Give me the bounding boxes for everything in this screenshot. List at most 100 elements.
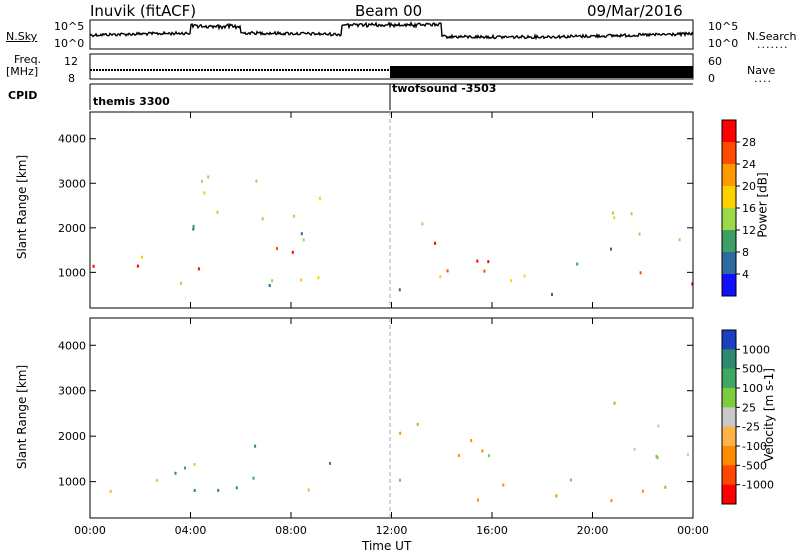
- velocity-frame: [89, 317, 694, 519]
- colorbar-swatch: [722, 388, 736, 408]
- x-tick-label: 08:00: [275, 524, 307, 537]
- colorbar-tick-label: 28: [742, 136, 756, 149]
- colorbar-tick-label: -1000: [742, 479, 774, 492]
- colorbar-swatch: [722, 164, 736, 187]
- colorbar-swatch: [722, 330, 736, 350]
- power-cell: [487, 260, 490, 264]
- power-cell: [92, 264, 95, 268]
- power-frame: [89, 111, 694, 309]
- y-tick-label: 1000: [58, 266, 86, 279]
- power-cell: [483, 269, 486, 273]
- power-cell: [638, 232, 641, 236]
- power-cell: [203, 191, 206, 195]
- velocity-cell: [457, 454, 460, 457]
- x-tick-label: 12:00: [376, 524, 408, 537]
- power-cell: [276, 247, 278, 251]
- velocity-cell: [329, 461, 331, 465]
- colorbar-swatch: [722, 484, 736, 505]
- nave-tick-top: 60: [708, 55, 722, 68]
- power-cell: [192, 224, 195, 228]
- colorbar-swatch: [722, 230, 736, 253]
- colorbar-swatch: [722, 252, 736, 275]
- cpid-label: CPID: [8, 89, 38, 102]
- y-tick-label: 1000: [58, 476, 86, 489]
- velocity-cell: [399, 478, 401, 482]
- velocity-cell: [481, 449, 484, 453]
- colorbar-tick-label: 12: [742, 224, 756, 237]
- colorbar-swatch: [722, 208, 736, 231]
- colorbar-tick-label: 16: [742, 202, 756, 215]
- colorbar-tick-label: 24: [742, 158, 756, 171]
- velocity-cell: [641, 489, 644, 493]
- velocity-cell: [470, 439, 473, 443]
- power-cell: [398, 288, 401, 292]
- power-cell: [197, 267, 200, 271]
- power-cell: [421, 222, 424, 226]
- power-cell: [434, 241, 437, 245]
- power-cell: [302, 238, 305, 242]
- velocity-cell: [555, 494, 558, 498]
- colorbar-swatch: [722, 120, 736, 143]
- freq-label-1: Freq.: [14, 53, 42, 66]
- nave-block: [390, 66, 693, 78]
- velocity-cell: [655, 454, 658, 458]
- colorbar-tick-label: 100: [742, 382, 763, 395]
- y-tick-label: 4000: [58, 339, 86, 352]
- power-cell: [271, 279, 274, 283]
- y-tick-label: 3000: [58, 177, 86, 190]
- power-cell: [476, 259, 479, 263]
- power-cell: [612, 211, 614, 215]
- power-cell: [576, 262, 579, 266]
- power-cell: [300, 232, 303, 236]
- freq-label-2: [MHz]: [6, 65, 39, 78]
- y-tick-label: 4000: [58, 133, 86, 146]
- colorbar-swatch: [722, 465, 736, 486]
- power-cell: [691, 282, 694, 286]
- colorbar-swatch: [722, 274, 736, 297]
- power-cell: [293, 214, 296, 218]
- power-cell: [613, 216, 616, 220]
- y-tick-label: 3000: [58, 385, 86, 398]
- colorbar-swatch: [722, 446, 736, 466]
- velocity-cell: [477, 498, 479, 502]
- nsearch-tick-top: 10^5: [708, 20, 739, 33]
- x-tick-label: 16:00: [476, 524, 508, 537]
- nsearch-dots: .......: [757, 38, 789, 51]
- velocity-cell: [657, 424, 660, 428]
- velocity-cell: [569, 478, 572, 482]
- freq-tick-top: 12: [64, 55, 78, 68]
- colorbar-frame: [721, 329, 737, 505]
- velocity-cell: [156, 478, 159, 482]
- colorbar-tick-label: 4: [742, 268, 749, 281]
- power-cell: [141, 255, 143, 259]
- power-cell: [201, 179, 203, 183]
- colorbar-swatch: [722, 426, 736, 447]
- x-tick-label: 04:00: [175, 524, 207, 537]
- velocity-cell: [686, 453, 689, 457]
- power-cell: [136, 264, 139, 268]
- cpid-segment-2: twofsound -3503: [392, 82, 497, 95]
- power-cell: [192, 227, 195, 231]
- power-cell: [216, 210, 219, 214]
- power-cell: [291, 250, 294, 254]
- colorbar-tick-label: -100: [742, 440, 767, 453]
- power-cell: [268, 284, 271, 287]
- x-tick-label: 00:00: [677, 524, 709, 537]
- velocity-cell: [109, 489, 112, 493]
- station-title: Inuvik (fitACF): [90, 2, 197, 20]
- colorbar-tick-label: 1000: [742, 343, 770, 356]
- colorbar-swatch: [722, 142, 736, 165]
- x-tick-label: 00:00: [74, 524, 106, 537]
- nsky-line: [89, 20, 694, 41]
- colorbar-tick-label: 500: [742, 363, 763, 376]
- power-cell: [610, 247, 612, 251]
- velocity-cell: [184, 466, 186, 470]
- nsky-tick-top: 10^5: [54, 20, 85, 33]
- velocity-cell: [307, 488, 310, 492]
- y-tick-label: 2000: [58, 430, 86, 443]
- nsky-label: N.Sky: [6, 30, 38, 43]
- colorbar-tick-label: 8: [742, 246, 749, 259]
- velocity-cell: [235, 486, 238, 490]
- velocity-cell: [664, 485, 667, 489]
- power-cell: [630, 212, 633, 216]
